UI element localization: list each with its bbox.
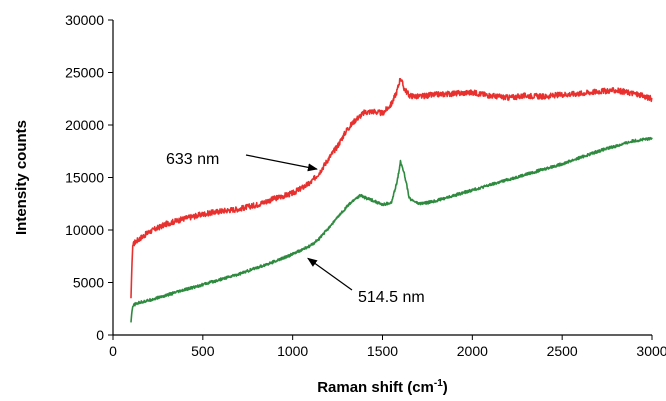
y-tick-label: 0 <box>96 327 104 343</box>
y-axis-title: Intensity counts <box>13 120 30 235</box>
x-axis-title: Raman shift (cm-1) <box>317 378 448 396</box>
x-tick-label: 2500 <box>547 343 578 359</box>
x-tick-label: 3000 <box>636 343 666 359</box>
annotation-arrow <box>245 154 318 172</box>
y-tick-label: 10000 <box>65 222 104 238</box>
annotation-arrow <box>307 257 353 291</box>
annotation-label: 514.5 nm <box>358 289 425 306</box>
x-tick-label: 1000 <box>277 343 308 359</box>
series-line-633nm <box>130 77 653 299</box>
series-layer <box>130 77 653 323</box>
y-tick-label: 25000 <box>65 65 104 81</box>
x-tick-label: 2000 <box>457 343 488 359</box>
x-tick-label: 0 <box>109 343 117 359</box>
x-axis-title-superscript: -1 <box>434 378 443 389</box>
labels-layer: 0 500 1000 1500 2000 2500 30000500010000150002… <box>65 12 666 359</box>
series-line-514-5nm <box>130 136 653 323</box>
x-axis-title-suffix: ) <box>443 379 448 396</box>
y-tick-label: 20000 <box>65 117 104 133</box>
x-axis-title-main: Raman shift (cm <box>317 379 434 396</box>
annotation-layer: 633 nm 514.5 nm <box>166 151 425 306</box>
annotation-label: 633 nm <box>166 151 219 168</box>
y-tick-label: 30000 <box>65 12 104 28</box>
x-tick-label: 1500 <box>367 343 398 359</box>
y-tick-label: 15000 <box>65 170 104 186</box>
x-tick-label: 500 <box>191 343 215 359</box>
y-tick-label: 5000 <box>73 275 104 291</box>
ticks-layer <box>108 19 653 340</box>
